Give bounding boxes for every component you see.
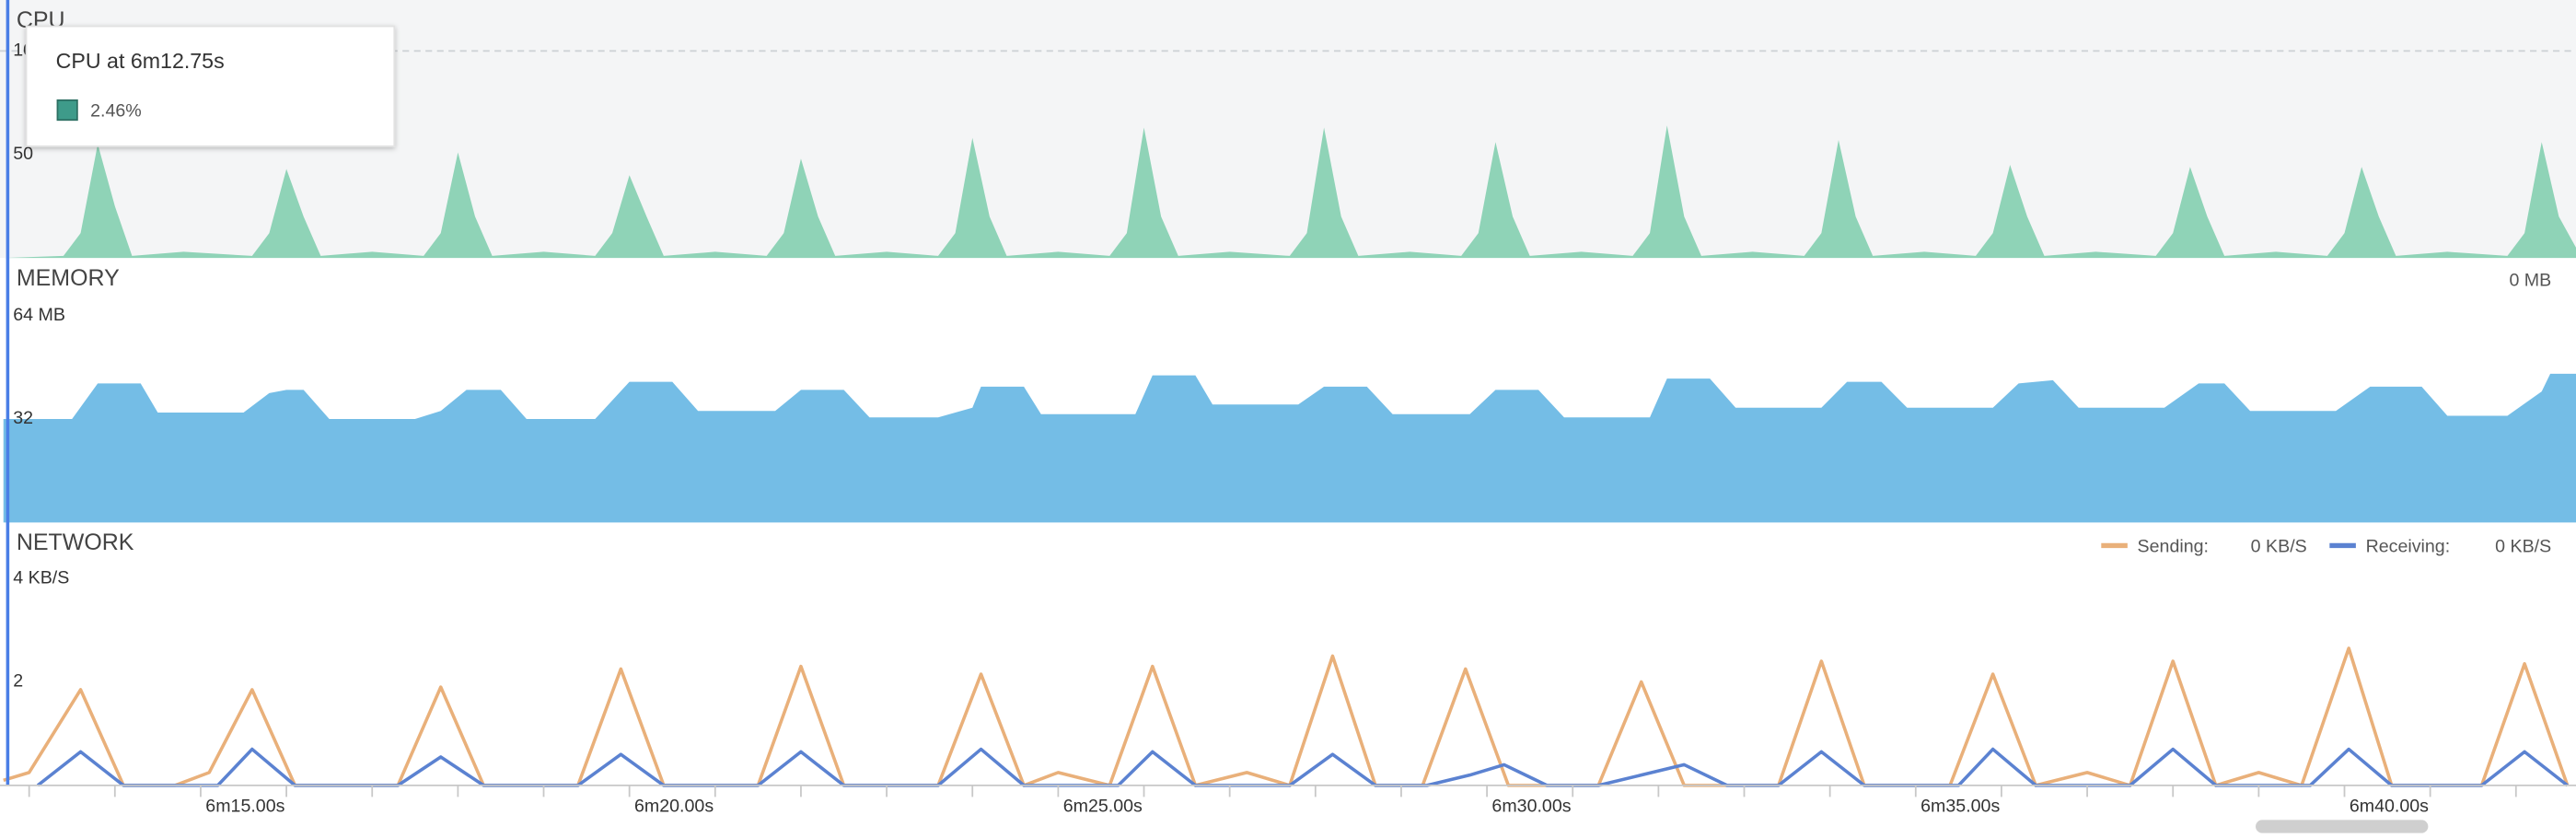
y-tick-label: 32 (13, 408, 33, 428)
tooltip-value: 2.46% (90, 101, 142, 122)
x-tick-label: 6m25.00s (1063, 796, 1143, 816)
x-tick-label: 6m20.00s (634, 796, 714, 816)
legend-readout: 0 KB/S (2251, 536, 2307, 556)
chart-title: MEMORY (17, 265, 120, 291)
y-tick-label: 2 (13, 671, 23, 692)
y-tick-label: 4 KB/S (13, 567, 69, 588)
scrollbar[interactable] (2256, 820, 2429, 833)
legend-label: Sending: (2138, 536, 2209, 556)
y-tick-label: 64 MB (13, 305, 65, 325)
cpu-panel (0, 0, 2576, 259)
legend-readout: 0 KB/S (2495, 536, 2551, 556)
x-tick-label: 6m35.00s (1920, 796, 2000, 816)
readout: 0 MB (2509, 270, 2551, 290)
chart-title: NETWORK (17, 530, 134, 555)
tooltip-box (25, 25, 396, 147)
y-tick-label: 50 (13, 144, 33, 164)
tooltip-swatch (56, 99, 78, 122)
x-tick-label: 6m30.00s (1491, 796, 1571, 816)
tooltip-title: CPU at 6m12.75s (56, 49, 225, 73)
x-tick-label: 6m40.00s (2350, 796, 2429, 816)
area-series (3, 125, 2576, 259)
area-series (3, 373, 2576, 523)
legend-label: Receiving: (2366, 536, 2451, 556)
tooltip: CPU at 6m12.75s 2.46% (25, 25, 396, 147)
network-panel (0, 522, 2576, 786)
x-tick-label: 6m15.00s (205, 796, 284, 816)
